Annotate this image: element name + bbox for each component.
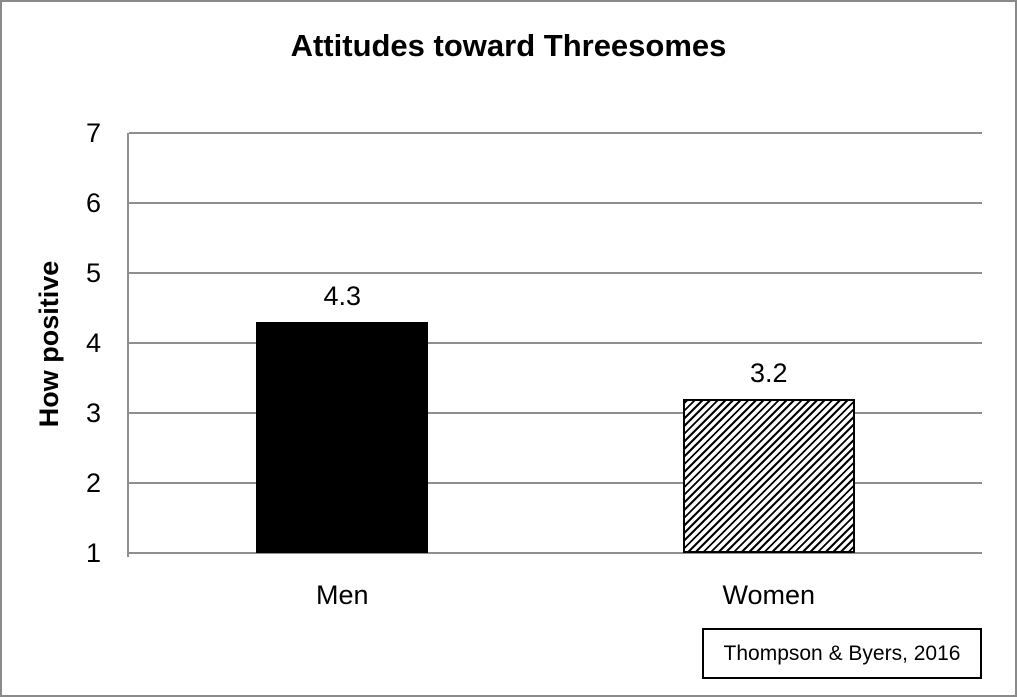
x-category-label: Men — [315, 580, 369, 610]
gridline — [129, 412, 982, 414]
y-tick-label: 1 — [85, 538, 101, 568]
chart-title: Attitudes toward Threesomes — [290, 28, 727, 63]
x-category-label: Women — [722, 580, 816, 610]
bar-men — [256, 322, 429, 553]
y-tick-label: 5 — [85, 258, 101, 288]
y-tick-label: 4 — [85, 328, 101, 358]
y-axis-line — [127, 133, 129, 557]
y-tick-label: 2 — [85, 468, 101, 498]
y-tick-label: 3 — [85, 398, 101, 428]
gridline — [129, 272, 982, 274]
gridline — [129, 202, 982, 204]
gridline — [129, 552, 982, 554]
bar-value-label: 3.2 — [749, 358, 788, 388]
citation-box: Thompson & Byers, 2016 — [702, 628, 982, 679]
bar-women — [682, 399, 855, 553]
y-tick-label: 6 — [85, 188, 101, 218]
gridline — [129, 342, 982, 344]
gridline — [129, 132, 982, 134]
plot-area: 4.3 3.2 — [127, 132, 982, 557]
citation-text: Thompson & Byers, 2016 — [723, 641, 961, 665]
y-tick-label: 7 — [85, 118, 101, 148]
gridline — [129, 482, 982, 484]
bar-value-label: 4.3 — [323, 281, 362, 311]
